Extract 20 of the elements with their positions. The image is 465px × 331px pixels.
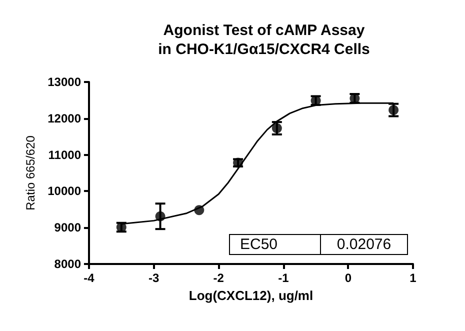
point xyxy=(194,205,204,216)
x-tick-label: 0 xyxy=(344,271,352,285)
point xyxy=(155,211,166,222)
chart-title: Agonist Test of cAMP Assay in CHO-K1/Gα15/CXCR4 Cells xyxy=(158,22,370,58)
y-tick-label: 11000 xyxy=(48,148,82,162)
x-tick-label: -1 xyxy=(278,271,290,285)
x-tick-label: -2 xyxy=(213,271,224,285)
y-tick-label: 12000 xyxy=(48,111,82,126)
y-axis-title: Ratio 665/620 xyxy=(24,135,38,210)
x-tick-label: -4 xyxy=(84,271,95,285)
x-tick-label: -3 xyxy=(148,271,160,285)
x-tick-label: 1 xyxy=(410,271,417,285)
annotation: 0.02076 xyxy=(320,235,407,254)
value-table: EC50 0.02076 xyxy=(229,234,408,255)
x-axis-title: Log(CXCL12), ug/ml xyxy=(188,288,314,303)
y-tick-label: 10000 xyxy=(48,184,82,198)
y-tick-label: 9000 xyxy=(54,220,82,235)
annotation: EC50 xyxy=(239,235,279,254)
y-tick-label: 8000 xyxy=(54,257,82,271)
y-tick-label: 13000 xyxy=(48,75,82,89)
